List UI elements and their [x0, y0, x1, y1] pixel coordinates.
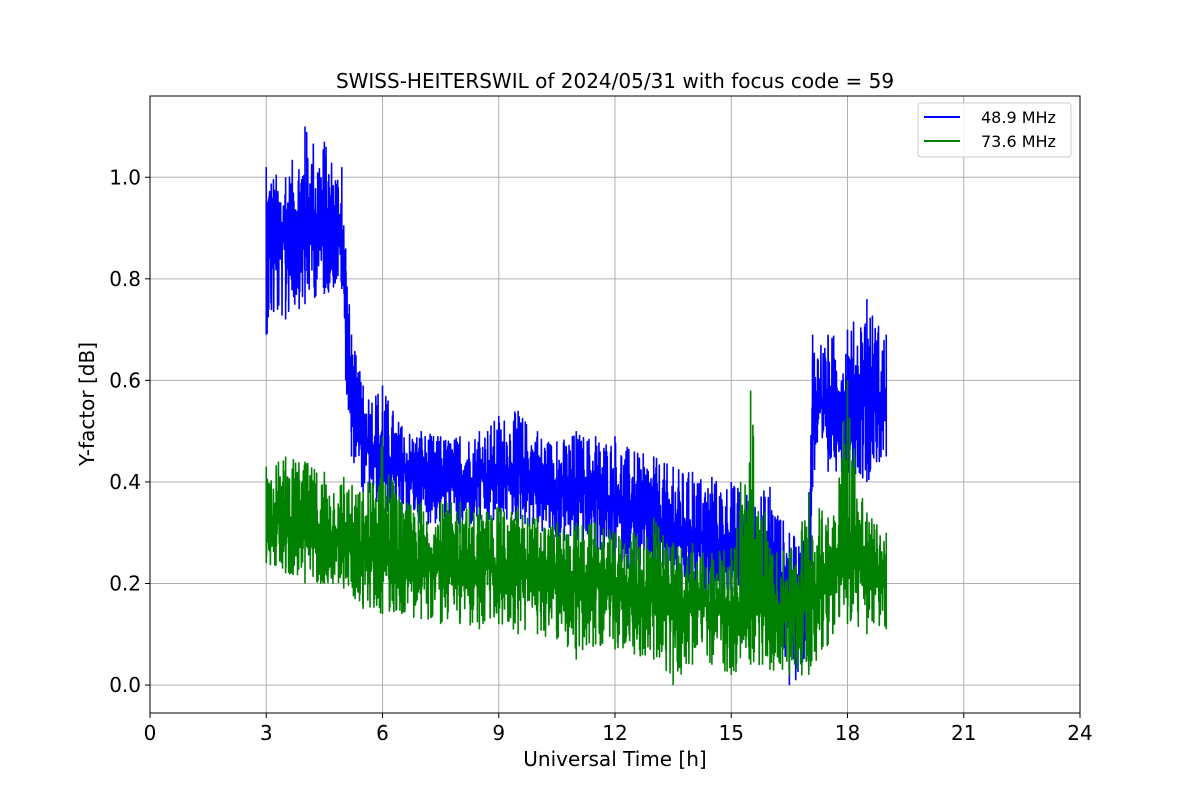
y-tick-label: 1.0: [109, 165, 141, 189]
x-tick-label: 9: [492, 721, 505, 745]
series-extremes-1: [265, 380, 888, 686]
x-tick-label: 0: [144, 721, 157, 745]
x-tick-label: 18: [835, 721, 860, 745]
y-axis: 0.0 0.2 0.4 0.6 0.8 1.0: [109, 165, 150, 697]
y-tick-label: 0.2: [109, 572, 141, 596]
y-tick-label: 0.0: [109, 673, 141, 697]
x-tick-label: 15: [719, 721, 744, 745]
x-tick-label: 24: [1067, 721, 1092, 745]
x-axis-label: Universal Time [h]: [523, 747, 706, 771]
y-tick-label: 0.8: [109, 267, 141, 291]
y-axis-label: Y-factor [dB]: [75, 342, 99, 467]
x-tick-label: 12: [602, 721, 627, 745]
legend: 48.9 MHz 73.6 MHz: [917, 102, 1072, 158]
chart-title: SWISS-HEITERSWIL of 2024/05/31 with focu…: [336, 69, 894, 93]
x-tick-label: 3: [260, 721, 273, 745]
x-axis: 0 3 6 9 12 15 18 21 24: [144, 713, 1093, 745]
legend-label-48-9: 48.9 MHz: [981, 108, 1056, 127]
y-tick-label: 0.4: [109, 470, 141, 494]
series-layer: [265, 126, 888, 686]
y-tick-label: 0.6: [109, 368, 141, 392]
x-tick-label: 6: [376, 721, 389, 745]
legend-label-73-6: 73.6 MHz: [981, 132, 1056, 151]
x-tick-label: 21: [951, 721, 976, 745]
